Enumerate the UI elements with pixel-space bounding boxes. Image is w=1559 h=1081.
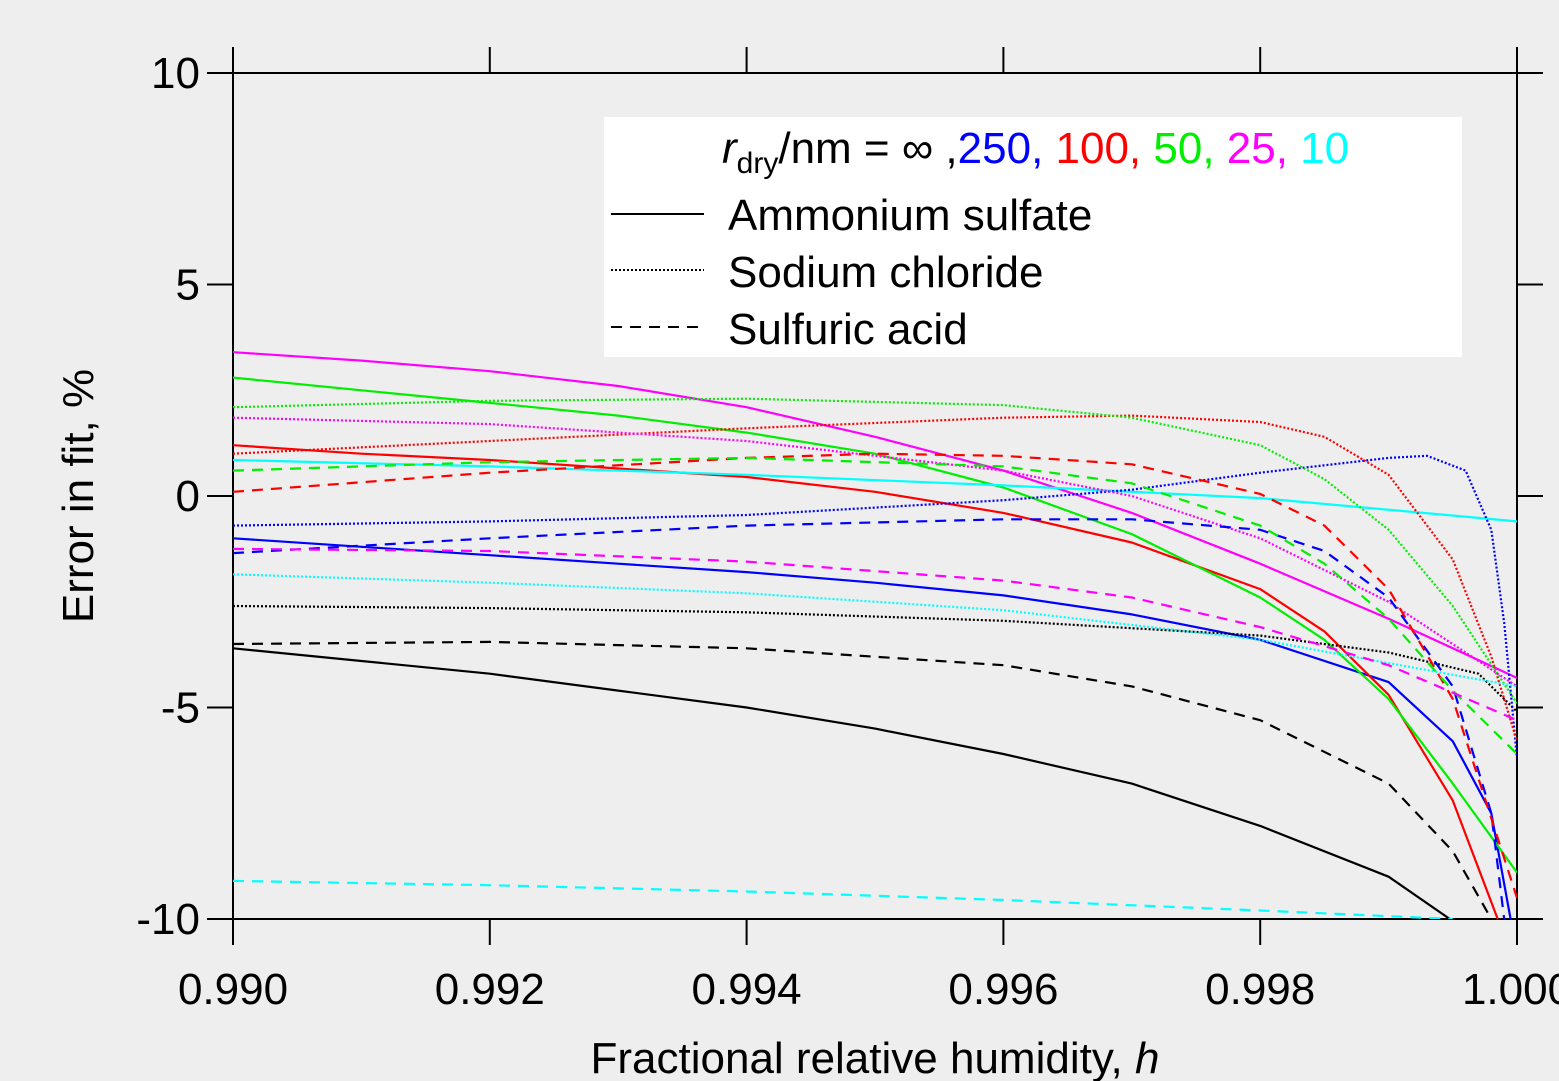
series-line-sa-inf (233, 640, 1493, 919)
x-tick-label: 0.990 (178, 965, 288, 1014)
legend-label-sulfuric-acid: Sulfuric acid (728, 305, 968, 354)
legend-size-label: 100, (1043, 124, 1141, 173)
y-tick-label: -5 (161, 684, 200, 733)
y-tick-labels: 10 5 0 -5 -10 (136, 49, 200, 944)
legend-size-label: 250, (958, 124, 1044, 173)
series-line-nacl-inf (233, 604, 1517, 713)
series-line-nacl-50 (233, 397, 1517, 704)
legend-header: rdry/nm = ∞ ,250, 100, 50, 25, 10 (722, 124, 1349, 180)
legend-label-ammonium-sulfate: Ammonium sulfate (728, 191, 1092, 240)
legend: rdry/nm = ∞ ,250, 100, 50, 25, 10 Ammoni… (604, 117, 1462, 357)
legend-size-label: 10 (1288, 124, 1349, 173)
legend-size-label: 25, (1215, 124, 1288, 173)
series-line-nacl-100 (233, 414, 1517, 742)
series-line-sa-100 (233, 452, 1517, 899)
legend-label-sodium-chloride: Sodium chloride (728, 248, 1044, 297)
series-lines (233, 351, 1517, 919)
series-line-as-25 (233, 351, 1517, 679)
y-tick-label: -10 (136, 895, 200, 944)
x-tick-label: 0.992 (435, 965, 545, 1014)
x-axis-title: Fractional relative humidity, h (591, 1034, 1160, 1081)
series-line-sa-50 (233, 456, 1517, 755)
series-line-nacl-250 (233, 454, 1517, 759)
y-tick-label: 0 (176, 472, 200, 521)
series-line-as-250 (233, 537, 1512, 919)
series-line-sa-25 (233, 547, 1517, 722)
x-tick-labels: 0.990 0.992 0.994 0.996 0.998 1.000 (178, 965, 1559, 1014)
x-tick-label: 0.994 (692, 965, 802, 1014)
series-line-as-100 (233, 444, 1499, 919)
series-line-as-inf (233, 647, 1452, 919)
y-tick-label: 10 (151, 49, 200, 98)
series-line-sa-10 (233, 879, 1453, 919)
legend-box (604, 117, 1462, 357)
x-tick-label: 0.998 (1205, 965, 1315, 1014)
x-tick-label: 0.996 (948, 965, 1058, 1014)
series-line-as-10 (233, 458, 1517, 523)
y-tick-label: 5 (176, 261, 200, 310)
y-axis-title: Error in fit, % (54, 369, 103, 623)
legend-size-label: 50, (1141, 124, 1214, 173)
axis-ticks (207, 47, 1543, 945)
x-tick-label: 1.000 (1462, 965, 1559, 1014)
series-line-sa-250 (233, 518, 1506, 919)
series-line-nacl-10 (233, 573, 1517, 688)
series-line-as-50 (233, 376, 1517, 874)
